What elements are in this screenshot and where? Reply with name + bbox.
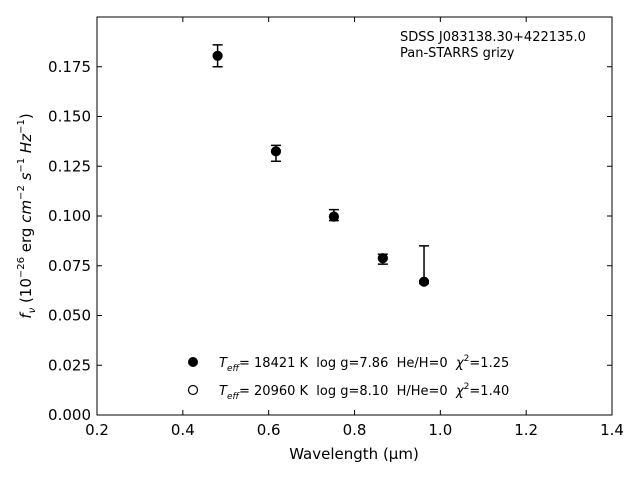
error-bars [212, 44, 430, 285]
model-point-open [329, 211, 339, 222]
model-point-open [378, 253, 388, 263]
x-axis-label: Wavelength (μm) [289, 445, 419, 463]
annotation-object-name: SDSS J083138.30+422135.0 [400, 30, 586, 45]
model-point-open [419, 276, 429, 287]
x-tick-label: 0.6 [257, 421, 281, 439]
y-tick-label: 0.150 [48, 108, 91, 126]
data-points [212, 50, 430, 287]
y-axis-label: fν (10−26 erg cm−2 s−1 Hz−1) [16, 113, 38, 318]
annotation-survey: Pan-STARRS grizy [400, 46, 515, 61]
y-tick-label: 0.000 [48, 406, 91, 424]
legend-marker-filled [188, 357, 198, 367]
legend: Teff= 18421 K log g=7.86 He/H=0 χ2=1.25 … [187, 354, 509, 402]
y-axis-ticks: 0.000 0.025 0.050 0.075 0.100 0.125 0.150 0.175 [48, 58, 612, 424]
legend-label-1: Teff= 18421 K log g=7.86 He/H=0 χ2=1.25 [219, 354, 509, 374]
y-tick-label: 0.075 [48, 257, 91, 275]
model-point-open [212, 51, 223, 61]
x-tick-label: 1.2 [514, 421, 538, 439]
x-tick-label: 0.2 [85, 421, 109, 439]
model-point-open [271, 146, 281, 157]
x-tick-label: 0.8 [343, 421, 367, 439]
y-tick-label: 0.125 [48, 157, 91, 175]
y-tick-label: 0.100 [48, 207, 91, 225]
x-tick-label: 1.0 [428, 421, 452, 439]
y-tick-label: 0.050 [48, 307, 91, 325]
legend-marker-open [187, 384, 199, 396]
x-tick-label: 0.4 [171, 421, 195, 439]
y-tick-label: 0.175 [48, 58, 91, 76]
x-tick-label: 1.4 [600, 421, 624, 439]
y-tick-label: 0.025 [48, 356, 91, 374]
x-axis-ticks: 0.2 0.4 0.6 0.8 1.0 1.2 1.4 [85, 17, 624, 439]
y-axis-label-group: fν (10−26 erg cm−2 s−1 Hz−1) [16, 113, 38, 318]
legend-label-2: Teff= 20960 K log g=8.10 H/He=0 χ2=1.40 [219, 382, 509, 402]
